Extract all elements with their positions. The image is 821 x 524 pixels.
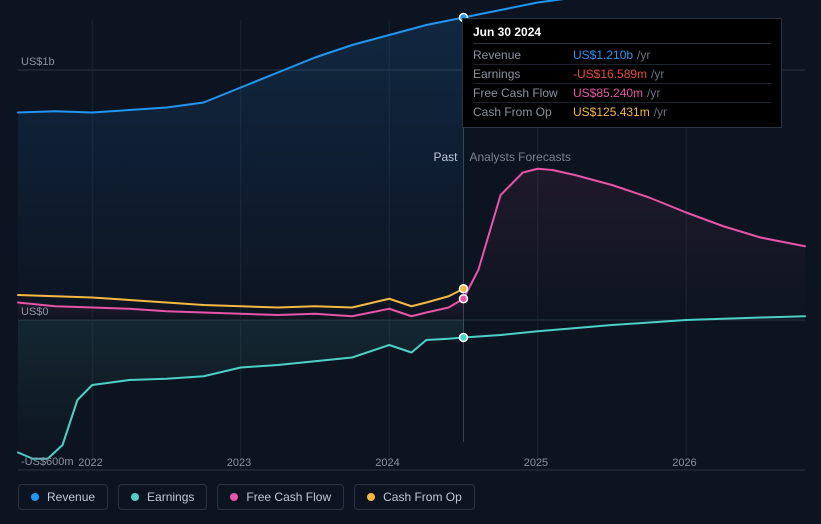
- legend-item-label: Free Cash Flow: [246, 490, 331, 504]
- tooltip-row-label: Revenue: [473, 48, 573, 62]
- y-axis-label: -US$600m: [21, 456, 74, 468]
- tooltip-row-value: US$85.240m: [573, 86, 643, 100]
- tooltip-row: Cash From OpUS$125.431m/yr: [473, 103, 771, 121]
- y-axis-label: US$1b: [21, 56, 55, 68]
- legend-item-label: Revenue: [47, 490, 95, 504]
- legend-item-revenue[interactable]: Revenue: [18, 484, 108, 510]
- chart-tooltip: Jun 30 2024 RevenueUS$1.210b/yrEarnings-…: [462, 18, 782, 128]
- tooltip-row: RevenueUS$1.210b/yr: [473, 46, 771, 65]
- tooltip-row-value: -US$16.589m: [573, 67, 647, 81]
- legend-dot-icon: [367, 493, 375, 501]
- tooltip-row: Free Cash FlowUS$85.240m/yr: [473, 84, 771, 103]
- x-axis-label: 2022: [78, 457, 102, 469]
- legend-dot-icon: [31, 493, 39, 501]
- tooltip-row: Earnings-US$16.589m/yr: [473, 65, 771, 84]
- chart-legend: Revenue Earnings Free Cash Flow Cash From O…: [18, 484, 475, 510]
- forecast-label: Analysts Forecasts: [469, 150, 570, 164]
- legend-item-fcf[interactable]: Free Cash Flow: [217, 484, 344, 510]
- legend-dot-icon: [131, 493, 139, 501]
- y-axis-label: US$0: [21, 306, 49, 318]
- tooltip-row-unit: /yr: [651, 67, 664, 81]
- tooltip-row-value: US$1.210b: [573, 48, 633, 62]
- tooltip-row-label: Cash From Op: [473, 105, 573, 119]
- x-axis-label: 2024: [375, 457, 399, 469]
- legend-item-label: Earnings: [147, 490, 194, 504]
- tooltip-row-label: Earnings: [473, 67, 573, 81]
- x-axis-label: 2023: [227, 457, 251, 469]
- legend-item-label: Cash From Op: [383, 490, 462, 504]
- tooltip-row-unit: /yr: [647, 86, 660, 100]
- tooltip-row-unit: /yr: [637, 48, 650, 62]
- legend-dot-icon: [230, 493, 238, 501]
- past-label: Past: [433, 150, 457, 164]
- legend-item-cfo[interactable]: Cash From Op: [354, 484, 475, 510]
- legend-item-earnings[interactable]: Earnings: [118, 484, 207, 510]
- x-axis-label: 2025: [524, 457, 548, 469]
- x-axis-label: 2026: [672, 457, 696, 469]
- tooltip-date: Jun 30 2024: [473, 25, 771, 44]
- tooltip-row-label: Free Cash Flow: [473, 86, 573, 100]
- tooltip-row-value: US$125.431m: [573, 105, 650, 119]
- tooltip-row-unit: /yr: [654, 105, 667, 119]
